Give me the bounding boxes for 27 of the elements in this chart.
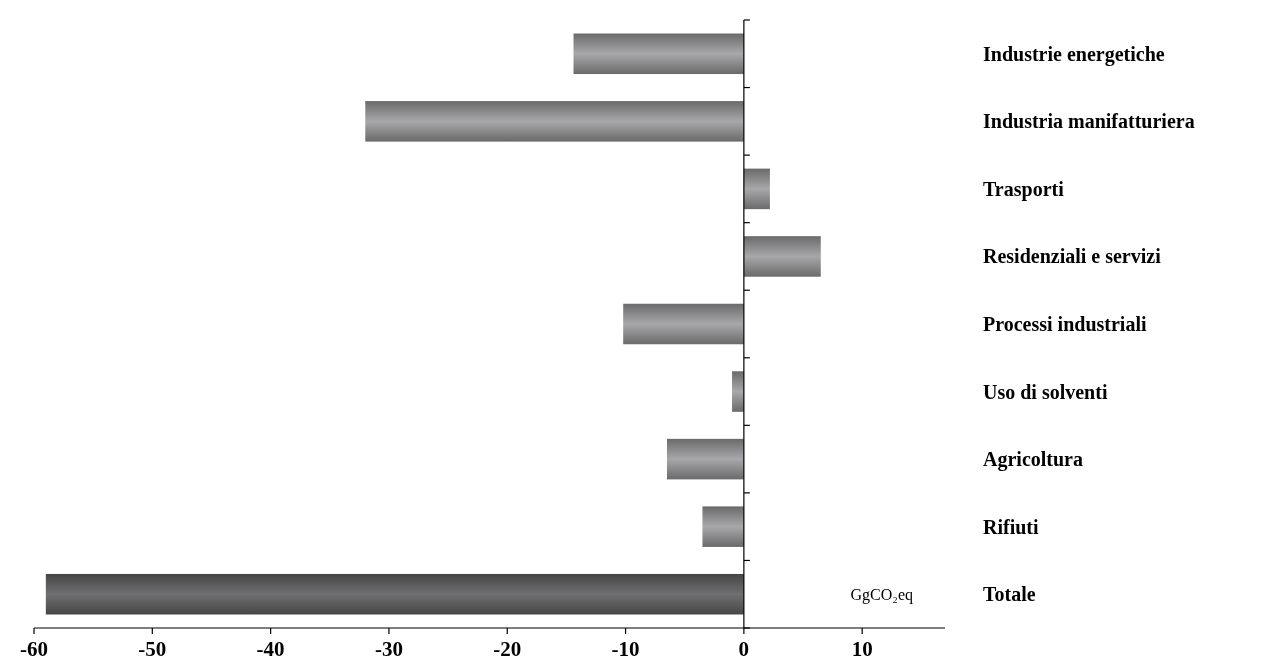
- x-tick-label: 10: [851, 637, 873, 661]
- x-tick-label: -60: [20, 637, 48, 661]
- bar: [743, 168, 770, 210]
- y-tick-label: Totale: [983, 583, 1036, 606]
- y-tick-label: Residenziali e servizi: [983, 245, 1162, 268]
- bar: [623, 303, 744, 345]
- bar: [702, 506, 744, 547]
- x-tick-label: -40: [256, 637, 285, 661]
- bar: [45, 573, 744, 615]
- bar: [573, 33, 744, 75]
- x-tick-label: 0: [738, 637, 750, 661]
- bar: [743, 236, 821, 277]
- x-tick-label: -30: [374, 637, 403, 661]
- x-tick-label: -10: [611, 637, 640, 661]
- x-tick-label: -20: [493, 637, 522, 661]
- annotation: GgCO₂eq: [850, 586, 913, 605]
- y-tick-label: Agricoltura: [983, 448, 1083, 472]
- bar: [365, 101, 744, 142]
- y-tick-label: Uso di solventi: [983, 380, 1108, 403]
- bar: [732, 371, 744, 412]
- y-tick-label: Industria manifatturiera: [983, 110, 1195, 133]
- y-tick-label: Processi industriali: [983, 313, 1147, 335]
- y-tick-label: Trasporti: [983, 177, 1065, 201]
- x-tick-label: -50: [138, 637, 167, 661]
- y-tick-label: Rifiuti: [983, 515, 1039, 538]
- bar: [666, 438, 744, 480]
- y-tick-label: Industrie energetiche: [983, 42, 1165, 66]
